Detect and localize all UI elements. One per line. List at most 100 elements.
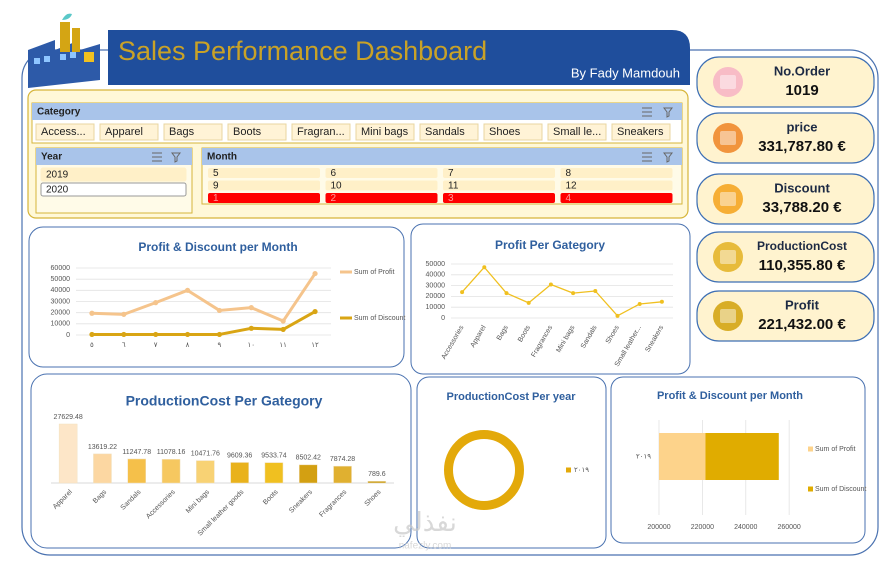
slicer-item [208,193,320,203]
line-marker [482,265,487,270]
slicer-item [208,180,320,191]
line-marker [248,325,254,331]
kpi-icon [713,184,743,214]
slicer-item [547,123,607,141]
slicer-item [443,180,555,191]
line-marker [637,301,642,306]
slicer-item-label: 2 [331,193,337,204]
legend-label: Sum of Profit [354,269,395,276]
bar [161,459,181,484]
chart-title: ProductionCost Per Gategory [126,393,323,409]
slicer-item-label: Fragran... [297,126,345,138]
header-band [108,30,690,85]
line-marker [280,326,286,333]
slicer-item [560,180,673,191]
y-tick-label: 0 [441,315,445,322]
slicer-title: Category [37,107,81,118]
line-marker [248,305,254,311]
line-marker [659,299,664,304]
logo [28,13,100,88]
slicer-item-label: 11 [448,181,459,192]
slicer-item [611,123,671,141]
line-marker [460,290,465,295]
line-marker [216,331,223,338]
slicer-item [355,123,415,141]
legend-label: Sum of Discount [354,315,405,322]
slicer-item-label: Boots [233,126,262,138]
legend-swatch [808,486,813,492]
legend-swatch [566,467,571,473]
data-label: 789.6 [368,471,386,478]
slicer-item [291,123,351,141]
bar [705,433,779,480]
data-label: 8502.42 [296,455,321,462]
slicer-item-label: 1 [213,193,219,204]
legend-label: Sum of Profit [815,446,856,453]
x-tick-label: ٥ [90,342,94,349]
slicer-item-label: Sandals [425,126,465,138]
bar [367,481,387,484]
kpi-icon [713,123,743,153]
kpi-label: ProductionCost [757,239,847,253]
x-tick-label: ٩ [218,342,222,349]
slicer-item [227,123,287,141]
slicer-item [99,123,159,141]
chart-title: ProductionCost Per year [447,391,577,403]
slicer-item-label: Apparel [105,126,143,138]
slicer-item [560,168,673,178]
legend-swatch [808,446,813,452]
y-tick-label: 60000 [51,265,71,272]
slicer-item-label: 7 [448,168,454,179]
bar [230,462,249,484]
pie-slice [444,430,524,510]
bar [333,465,352,484]
y-tick-label: 0 [66,332,70,339]
line-marker [89,310,95,316]
slicer-item-label: Access... [41,126,86,138]
data-label: 9533.74 [261,452,286,459]
slicer-title: Month [207,152,237,163]
legend-label: ٢٠١٩ [574,467,589,474]
kpi-value: 1019 [785,82,818,99]
kpi-label: Profit [785,297,820,312]
data-label: 13619.22 [88,444,117,451]
chart-frame [30,373,412,549]
data-label: 11078.16 [157,449,186,456]
y-tick-label: 30000 [51,298,71,305]
y-tick-label: 10000 [51,321,71,328]
slicer-item-label: 10 [331,181,343,192]
line-marker [615,313,620,318]
y-tick-label: 50000 [426,261,446,268]
slicer-item [443,168,555,178]
slicer-item-label: Shoes [489,126,521,138]
kpi-icon [720,250,736,264]
line-marker [312,270,318,277]
bar [659,433,706,480]
kpi-icon [720,131,736,145]
kpi-value: 33,788.20 € [762,199,842,216]
x-tick-label: ٦ [122,342,126,349]
slicer-item [208,168,320,178]
kpi-label: No.Order [774,63,830,78]
line-marker [121,331,127,338]
slicer-item-label: 12 [566,181,578,192]
slicer-item-label: Sneakers [617,126,664,138]
y-tick-label: 40000 [51,287,71,294]
slicer-item-label: Small le... [553,126,601,138]
slicer-item-label: 6 [331,168,337,179]
line-marker [121,311,127,317]
chart-title: Profit & Discount per Month [657,390,803,402]
slicer-item [40,167,187,182]
slicer-item [325,193,438,203]
data-label: 7874.28 [330,456,355,463]
line-marker [312,308,318,315]
slicer-item-label: Mini bags [361,126,409,138]
slicer-item [419,123,479,141]
watermark: نفذلي [393,507,457,537]
x-tick-label: 220000 [691,524,714,531]
slicer-item-label: 8 [566,168,572,179]
slicer-item [560,193,673,203]
y-tick-label: 20000 [426,293,446,300]
